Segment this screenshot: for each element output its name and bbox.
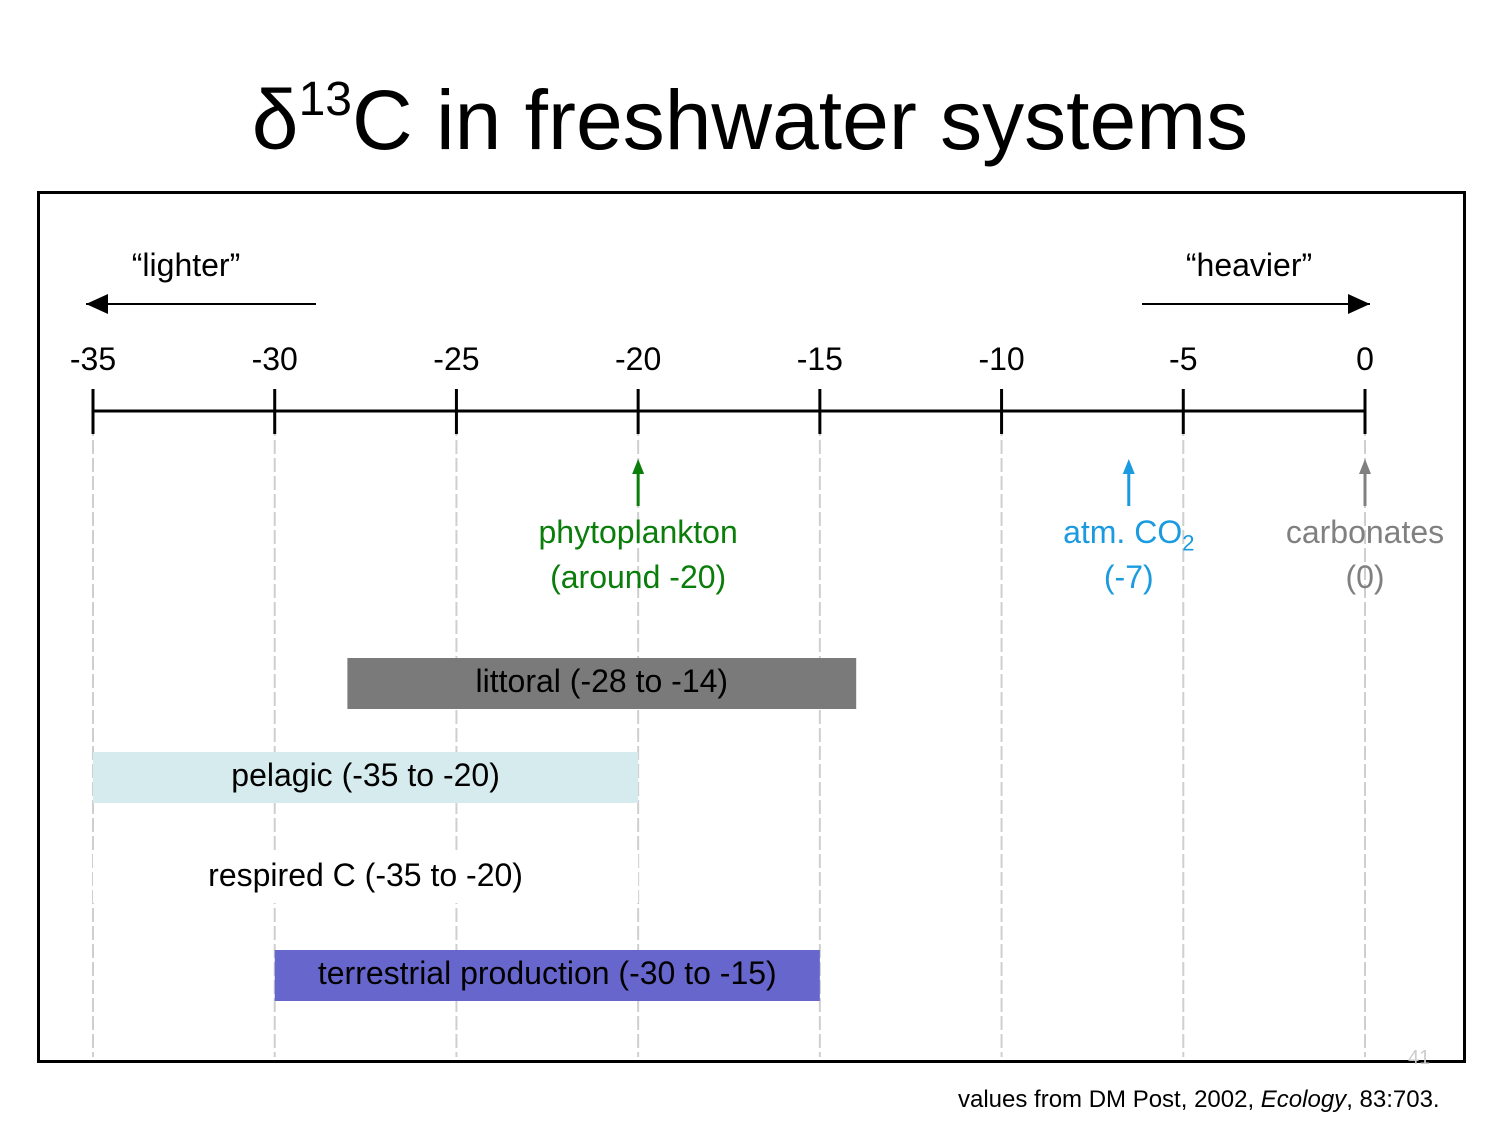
marker-arrowhead — [1122, 459, 1135, 474]
range-label: terrestrial production (-30 to -15) — [317, 955, 777, 991]
source-text: values from DM Post, 2002, — [958, 1086, 1261, 1113]
heavier-arrow-head — [1348, 294, 1370, 314]
title-superscript: 13 — [298, 73, 352, 126]
range-bar — [347, 658, 857, 709]
range-label: littoral (-28 to -14) — [475, 663, 729, 699]
title-delta: δ — [251, 73, 299, 167]
heavier-label: “heavier” — [1185, 247, 1313, 283]
range-bar — [93, 852, 639, 903]
tick-label: -20 — [615, 341, 662, 377]
diagram-frame — [37, 191, 1466, 1063]
marker-value: (0) — [1345, 559, 1385, 595]
lighter-label: “lighter” — [131, 247, 241, 283]
range-label: pelagic (-35 to -20) — [231, 757, 500, 793]
title-text: C in freshwater systems — [351, 73, 1249, 167]
page-number: 41 — [1408, 1047, 1431, 1069]
marker-name: atm. CO2 — [1063, 510, 1194, 565]
marker-value: (-7) — [1103, 559, 1154, 595]
range-label: respired C (-35 to -20) — [208, 857, 523, 893]
tick-label: -30 — [251, 341, 298, 377]
marker-arrowhead — [1359, 459, 1371, 474]
marker-value: (around -20) — [550, 559, 727, 595]
tick-label: -5 — [1169, 341, 1198, 377]
range-bar — [93, 752, 639, 803]
tick-label: -25 — [433, 341, 480, 377]
marker-name-text: carbonates — [1285, 514, 1445, 550]
range-bar — [274, 950, 820, 1001]
tick-label: 0 — [1356, 341, 1374, 377]
marker-subscript: 2 — [1182, 530, 1195, 556]
marker-name-text: phytoplankton — [538, 514, 738, 550]
tick-label: -35 — [69, 341, 117, 377]
slide-title: δ13C in freshwater systems — [0, 70, 1500, 170]
marker-name: carbonates — [1286, 510, 1444, 554]
marker-arrowhead — [632, 459, 645, 474]
lighter-arrow-head — [86, 294, 108, 314]
marker-name: phytoplankton — [539, 510, 738, 554]
source-citation: values from DM Post, 2002, Ecology, 83:7… — [958, 1086, 1440, 1114]
source-journal: Ecology — [1260, 1086, 1347, 1113]
marker-name-text: atm. CO — [1063, 514, 1183, 550]
source-details: , 83:703. — [1346, 1086, 1440, 1113]
tick-label: -10 — [978, 341, 1025, 377]
tick-label: -15 — [796, 341, 843, 377]
